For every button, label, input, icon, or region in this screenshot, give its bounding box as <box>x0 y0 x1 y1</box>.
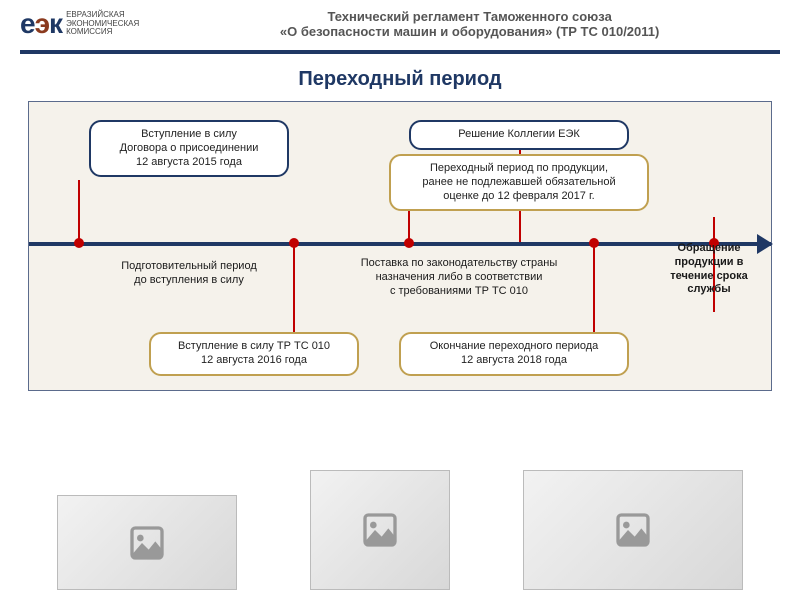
event-box-line: оценке до 12 февраля 2017 г. <box>399 190 639 204</box>
header: еэк евразийская экономическая комиссия Т… <box>0 0 800 44</box>
logo-mark: еэк <box>20 8 62 40</box>
event-box: Вступление в силуДоговора о присоединени… <box>89 120 289 177</box>
logo-letter-k: к <box>49 8 62 39</box>
connector-line <box>593 242 595 332</box>
event-box: Решение Коллегии ЕЭК <box>409 120 629 150</box>
header-titles: Технический регламент Таможенного союза … <box>159 9 780 39</box>
event-box-line: 12 августа 2018 года <box>409 354 619 368</box>
event-box-line: Вступление в силу <box>99 128 279 142</box>
event-box-line: 12 августа 2015 года <box>99 156 279 170</box>
mining-truck-image <box>523 470 743 590</box>
logo: еэк евразийская экономическая комиссия <box>20 8 139 40</box>
event-box-line: Решение Коллегии ЕЭК <box>419 128 619 142</box>
event-box: Вступление в силу ТР ТС 01012 августа 20… <box>149 332 359 376</box>
phase-label-line: течение срока <box>654 270 764 284</box>
header-line1: Технический регламент Таможенного союза <box>159 9 780 24</box>
phase-label-line: службы <box>654 283 764 297</box>
page-title: Переходный период <box>0 68 800 91</box>
phase-label-line: с требованиями ТР ТС 010 <box>329 285 589 299</box>
logo-letter-e2: э <box>35 8 49 39</box>
phase-label-line: Обращение <box>654 242 764 256</box>
image-strip <box>0 460 800 600</box>
processing-equipment-image <box>310 470 450 590</box>
phase-label-line: продукции в <box>654 256 764 270</box>
lathe-machine-image <box>57 495 237 590</box>
phase-label-line: назначения либо в соответствии <box>329 271 589 285</box>
phase-label-line: до вступления в силу <box>99 274 279 288</box>
event-box: Переходный период по продукции,ранее не … <box>389 154 649 211</box>
logo-letter-e: е <box>20 8 35 39</box>
header-line2: «О безопасности машин и оборудования» (Т… <box>159 24 780 39</box>
phase-label: Поставка по законодательству страныназна… <box>329 257 589 298</box>
event-box-line: 12 августа 2016 года <box>159 354 349 368</box>
event-box-line: Окончание переходного периода <box>409 340 619 354</box>
connector-line <box>78 180 80 242</box>
connector-line <box>293 242 295 332</box>
header-rule <box>20 50 780 54</box>
phase-label: Обращениепродукции втечение срокаслужбы <box>654 242 764 297</box>
event-box-line: Переходный период по продукции, <box>399 162 639 176</box>
event-box-line: ранее не подлежавшей обязательной <box>399 176 639 190</box>
phase-label-line: Подготовительный период <box>99 260 279 274</box>
connector-line <box>408 210 410 242</box>
event-box-line: Вступление в силу ТР ТС 010 <box>159 340 349 354</box>
phase-label: Подготовительный периоддо вступления в с… <box>99 260 279 288</box>
event-box-line: Договора о присоединении <box>99 142 279 156</box>
logo-sub-line3: комиссия <box>66 28 139 37</box>
timeline-diagram: Вступление в силуДоговора о присоединени… <box>28 101 772 391</box>
phase-label-line: Поставка по законодательству страны <box>329 257 589 271</box>
logo-subtitle: евразийская экономическая комиссия <box>66 11 139 37</box>
event-box: Окончание переходного периода12 августа … <box>399 332 629 376</box>
